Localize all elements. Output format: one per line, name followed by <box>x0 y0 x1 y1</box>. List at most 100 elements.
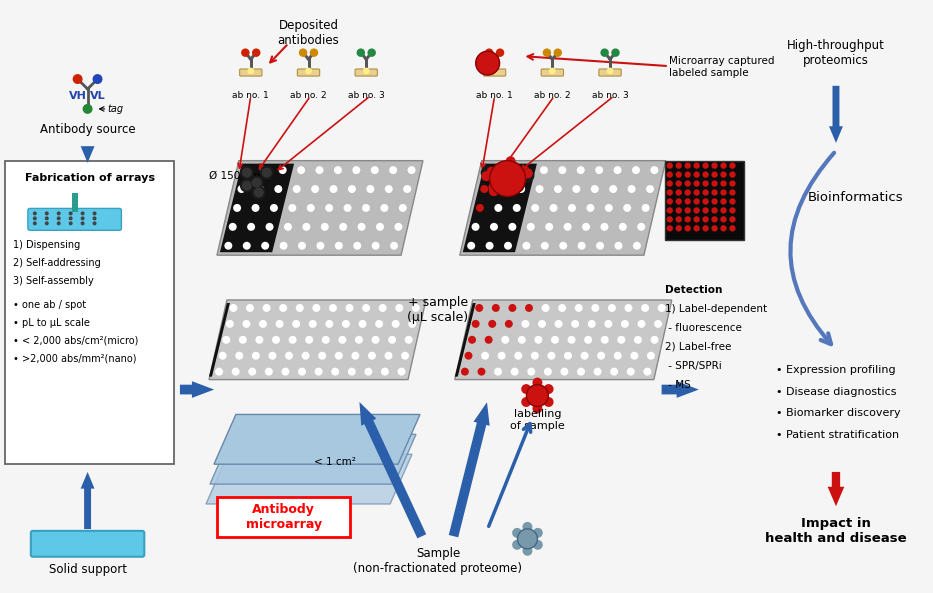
Circle shape <box>313 304 320 312</box>
Circle shape <box>340 223 347 231</box>
Circle shape <box>83 104 92 114</box>
Circle shape <box>229 223 237 231</box>
Text: labelling
of sample: labelling of sample <box>510 409 564 431</box>
Circle shape <box>685 198 690 205</box>
Circle shape <box>216 368 223 375</box>
Circle shape <box>298 242 306 250</box>
Circle shape <box>580 352 589 360</box>
Circle shape <box>720 225 727 231</box>
Circle shape <box>80 221 85 225</box>
Circle shape <box>631 352 638 360</box>
Circle shape <box>301 352 310 360</box>
Circle shape <box>508 304 516 312</box>
Polygon shape <box>463 164 536 252</box>
Circle shape <box>703 216 709 222</box>
Circle shape <box>685 180 690 187</box>
Circle shape <box>254 187 264 197</box>
Circle shape <box>666 198 673 205</box>
Circle shape <box>362 204 370 212</box>
Circle shape <box>711 162 717 169</box>
Text: ab no. 1: ab no. 1 <box>232 91 269 100</box>
Circle shape <box>730 189 735 196</box>
Circle shape <box>703 225 709 231</box>
Circle shape <box>353 166 360 174</box>
Circle shape <box>522 166 530 174</box>
Circle shape <box>538 320 546 328</box>
Circle shape <box>517 185 525 193</box>
Circle shape <box>485 49 494 57</box>
Circle shape <box>280 242 287 250</box>
Circle shape <box>465 352 472 360</box>
Circle shape <box>533 540 543 550</box>
Text: • pL to μL scale: • pL to μL scale <box>13 318 90 328</box>
Circle shape <box>45 221 49 225</box>
Circle shape <box>720 198 727 205</box>
Text: Antibody
microarray: Antibody microarray <box>245 503 322 531</box>
Circle shape <box>57 216 61 221</box>
Circle shape <box>57 212 61 215</box>
Text: 1) Dispensing: 1) Dispensing <box>13 240 80 250</box>
Circle shape <box>675 189 682 196</box>
Circle shape <box>490 223 498 231</box>
Text: Deposited
antibodies: Deposited antibodies <box>278 20 340 47</box>
Circle shape <box>226 320 234 328</box>
Circle shape <box>621 320 629 328</box>
Circle shape <box>92 216 96 221</box>
Circle shape <box>269 352 276 360</box>
Circle shape <box>666 171 673 178</box>
Circle shape <box>527 223 535 231</box>
Circle shape <box>484 336 493 344</box>
Circle shape <box>543 49 551 57</box>
Text: • < 2,000 abs/cm²(micro): • < 2,000 abs/cm²(micro) <box>13 336 138 346</box>
Circle shape <box>252 352 259 360</box>
Circle shape <box>395 223 402 231</box>
Circle shape <box>533 378 542 388</box>
Text: Impact in
health and disease: Impact in health and disease <box>765 517 907 545</box>
Circle shape <box>322 336 329 344</box>
Circle shape <box>468 336 476 344</box>
Circle shape <box>57 221 61 225</box>
Circle shape <box>384 185 393 193</box>
Circle shape <box>505 320 513 328</box>
Circle shape <box>401 352 409 360</box>
Circle shape <box>533 528 543 538</box>
Circle shape <box>675 180 682 187</box>
Circle shape <box>577 166 585 174</box>
Circle shape <box>711 198 717 205</box>
Circle shape <box>238 185 245 193</box>
Text: 1) Label-dependent: 1) Label-dependent <box>665 304 767 314</box>
Circle shape <box>522 320 529 328</box>
Circle shape <box>370 166 379 174</box>
Circle shape <box>522 397 531 407</box>
Circle shape <box>522 546 533 556</box>
Circle shape <box>504 159 514 169</box>
Circle shape <box>554 185 562 193</box>
Circle shape <box>730 162 735 169</box>
Circle shape <box>575 304 583 312</box>
Circle shape <box>675 225 682 231</box>
Circle shape <box>522 242 530 250</box>
Circle shape <box>510 178 524 193</box>
Circle shape <box>730 198 735 205</box>
Circle shape <box>467 242 475 250</box>
Circle shape <box>525 304 533 312</box>
Circle shape <box>384 352 393 360</box>
Circle shape <box>685 207 690 213</box>
Circle shape <box>666 216 673 222</box>
Circle shape <box>348 368 355 375</box>
Circle shape <box>242 168 252 177</box>
Circle shape <box>288 336 297 344</box>
Circle shape <box>510 368 519 375</box>
Circle shape <box>693 207 700 213</box>
Circle shape <box>675 171 682 178</box>
Circle shape <box>517 180 527 189</box>
Text: - MS: - MS <box>665 380 690 390</box>
FancyBboxPatch shape <box>31 531 145 557</box>
Circle shape <box>392 320 399 328</box>
FancyBboxPatch shape <box>217 497 350 537</box>
Circle shape <box>634 336 642 344</box>
Circle shape <box>605 204 613 212</box>
Circle shape <box>730 225 735 231</box>
Circle shape <box>343 204 352 212</box>
Polygon shape <box>209 303 230 377</box>
